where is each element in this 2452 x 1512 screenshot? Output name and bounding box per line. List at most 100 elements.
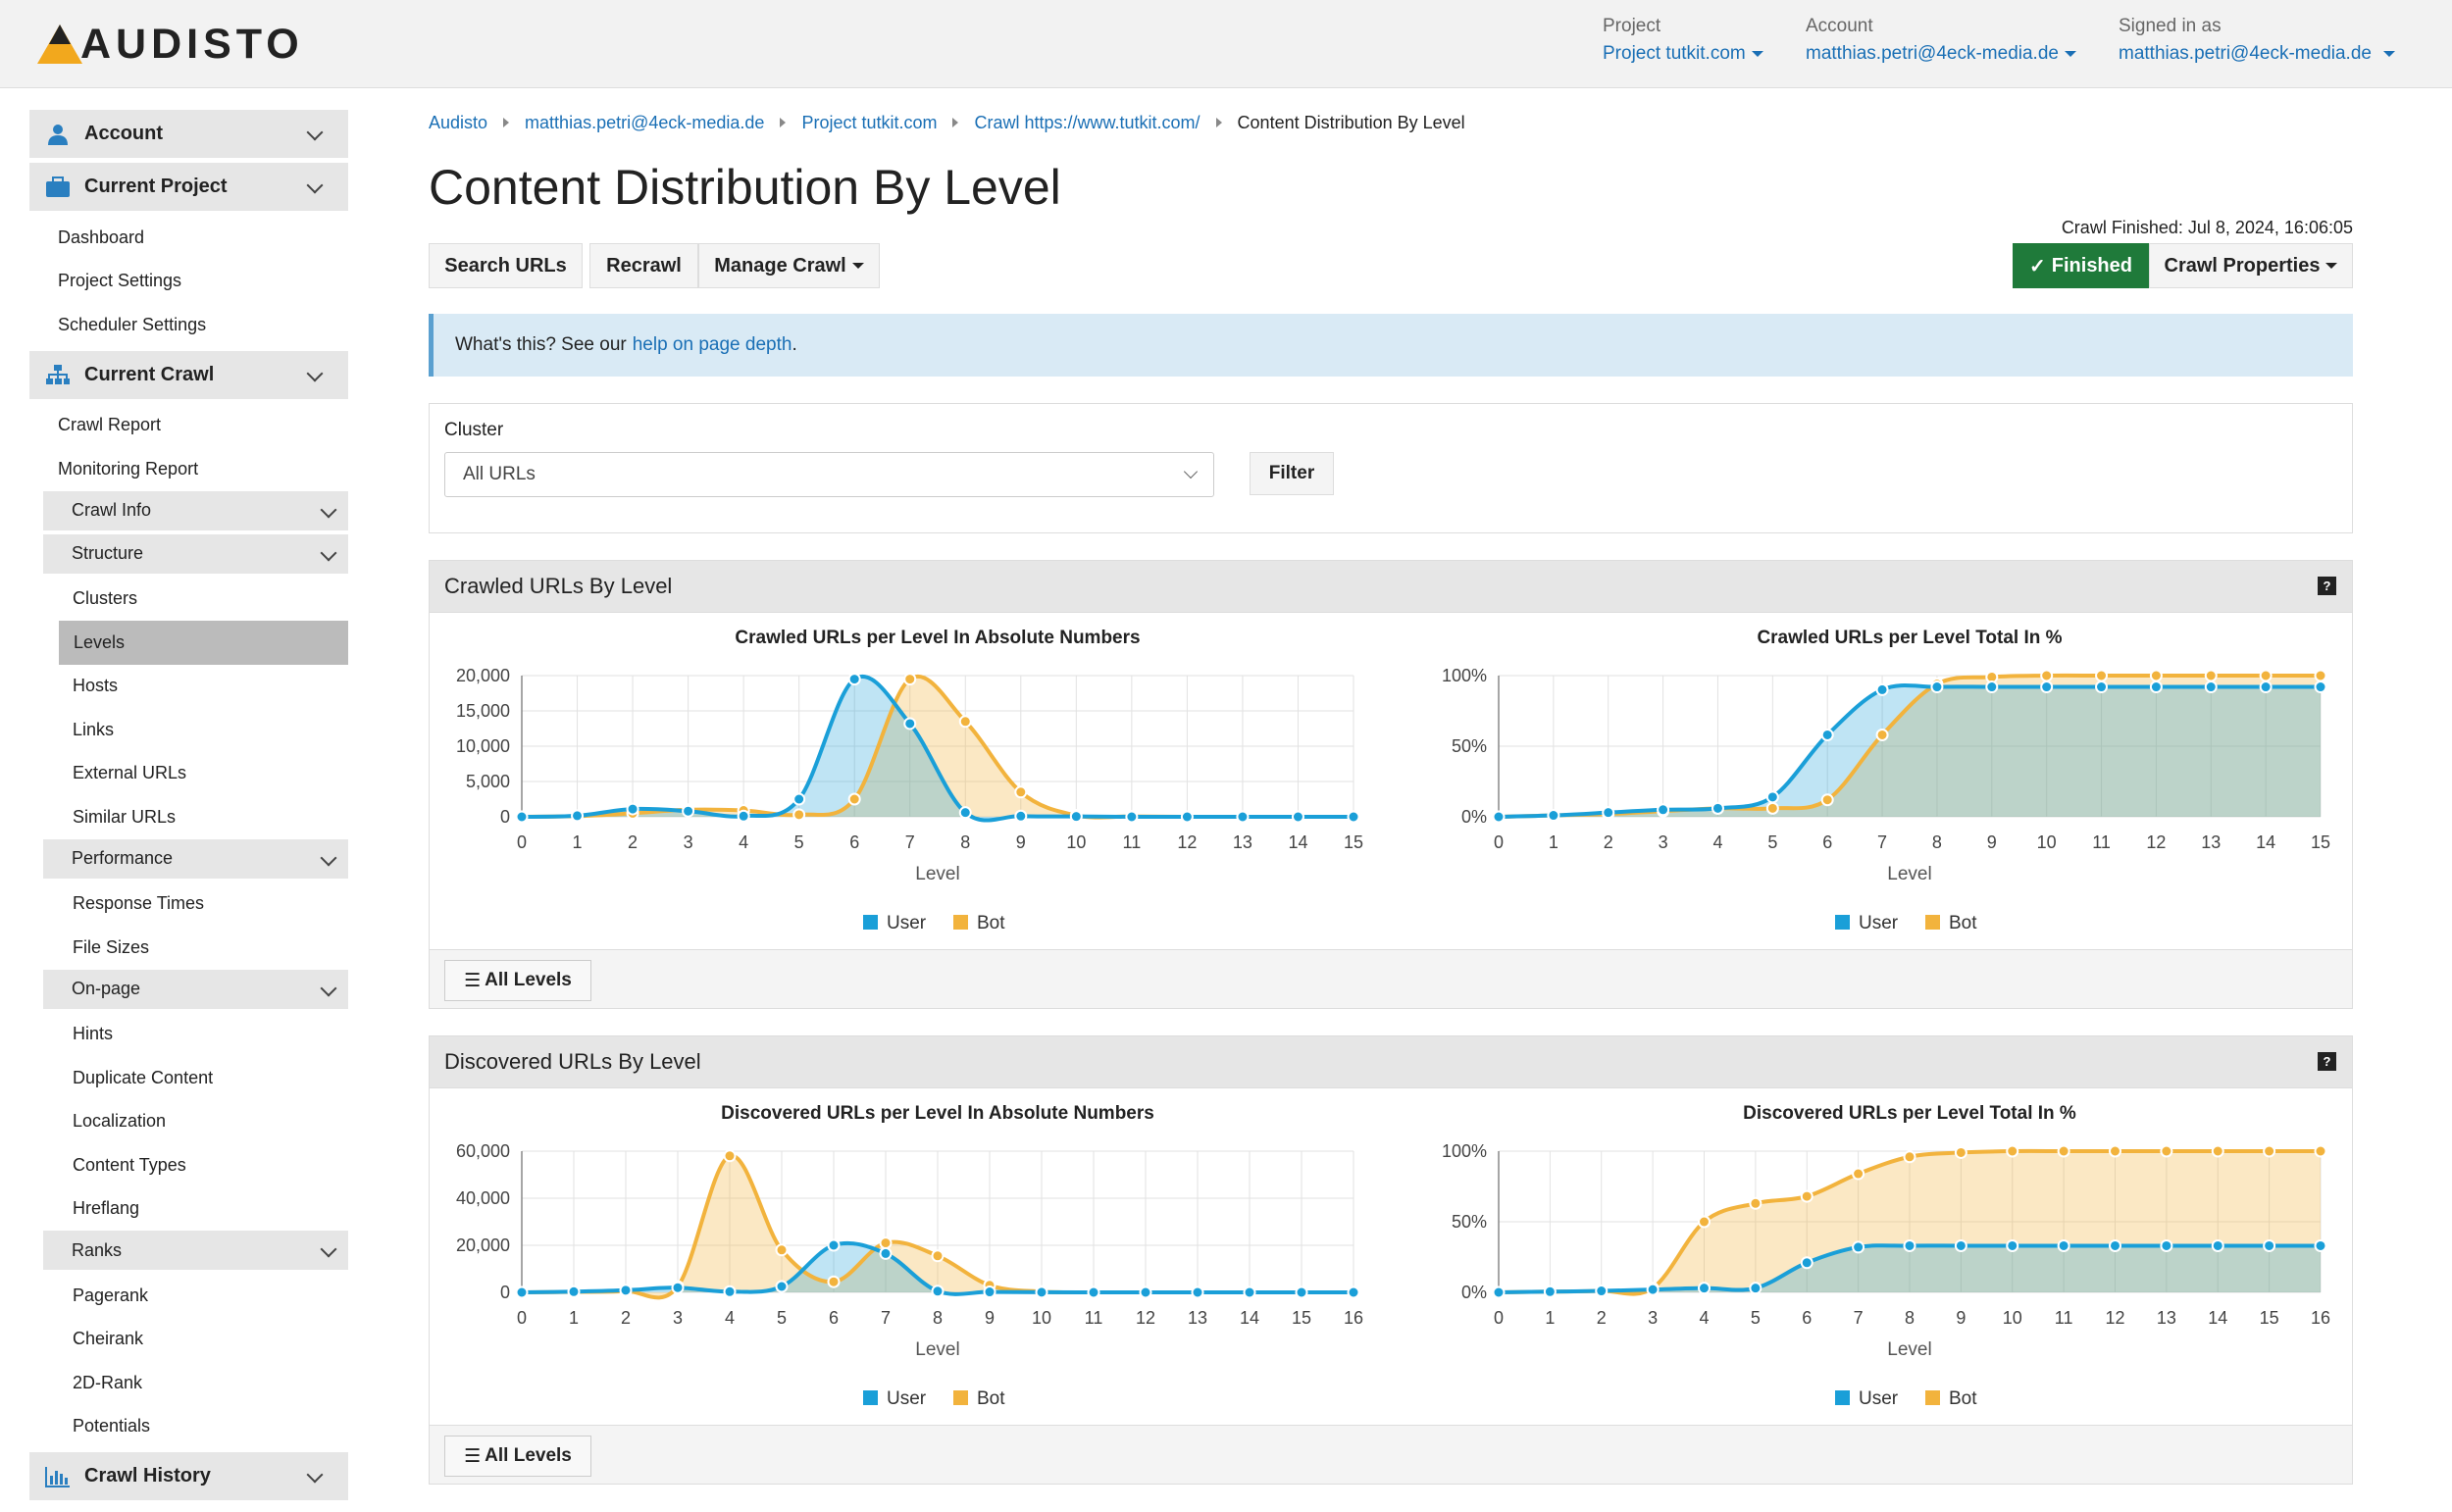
data-point-bot: [1749, 1196, 1762, 1210]
filter-button[interactable]: Filter: [1250, 452, 1334, 495]
x-tick-label: 8: [933, 1308, 943, 1328]
x-tick-label: 6: [849, 832, 859, 852]
x-tick-label: 8: [1932, 832, 1942, 852]
project-menu[interactable]: Project Project tutkit.com: [1603, 16, 1763, 65]
signed-in-value[interactable]: matthias.petri@4eck-media.de: [2119, 43, 2395, 65]
recrawl-button[interactable]: Recrawl: [589, 243, 698, 288]
chevron-down-icon: [306, 124, 324, 141]
sidebar-group-performance[interactable]: Performance: [43, 838, 348, 879]
sidebar-item-content-types[interactable]: Content Types: [73, 1154, 186, 1175]
data-point-bot: [2314, 669, 2327, 682]
data-point-user: [1930, 680, 1944, 694]
sidebar-item-similar-urls[interactable]: Similar URLs: [73, 806, 177, 827]
chevron-down-icon: [306, 176, 324, 194]
breadcrumb-crawl[interactable]: Crawl https://www.tutkit.com/: [974, 112, 1200, 132]
sidebar-item-pagerank[interactable]: Pagerank: [73, 1285, 149, 1305]
sidebar-item-file-sizes[interactable]: File Sizes: [73, 936, 150, 957]
data-point-bot: [1765, 801, 1779, 815]
data-point-bot: [1698, 1215, 1711, 1229]
data-point-user: [567, 1285, 581, 1298]
sidebar-section-label: Current Project: [84, 176, 228, 197]
sidebar-item-links[interactable]: Links: [73, 719, 115, 739]
data-point-user: [1492, 810, 1506, 824]
sidebar-section-current-crawl[interactable]: Current Crawl: [29, 350, 348, 400]
sidebar-item-project-settings[interactable]: Project Settings: [58, 271, 182, 291]
data-point-user: [1139, 1285, 1152, 1299]
y-tick-label: 60,000: [456, 1141, 510, 1161]
x-tick-label: 2: [1604, 832, 1613, 852]
manage-crawl-button[interactable]: Manage Crawl: [698, 243, 880, 288]
breadcrumb-project[interactable]: Project tutkit.com: [801, 112, 938, 132]
page-title: Content Distribution By Level: [429, 160, 1061, 215]
sidebar-section-account[interactable]: Account: [29, 110, 348, 159]
x-tick-label: 9: [1956, 1308, 1966, 1328]
audisto-logo[interactable]: AUDISTO: [35, 20, 304, 69]
top-bar: AUDISTO Project Project tutkit.com Accou…: [0, 0, 2452, 88]
crawl-properties-button[interactable]: Crawl Properties: [2149, 243, 2353, 288]
finished-status-button[interactable]: ✓ Finished: [2013, 243, 2149, 288]
sidebar-section-current-project[interactable]: Current Project: [29, 163, 348, 212]
chart-title: Crawled URLs per Level Total In %: [1757, 628, 2062, 648]
sidebar-item-potentials[interactable]: Potentials: [73, 1416, 151, 1436]
sidebar-group-on-page[interactable]: On-page: [43, 969, 348, 1009]
sidebar-item-levels[interactable]: Levels: [59, 621, 348, 665]
sidebar-item-monitoring-report[interactable]: Monitoring Report: [58, 458, 199, 479]
data-point-user: [775, 1280, 789, 1293]
sidebar-group-structure[interactable]: Structure: [43, 533, 348, 574]
x-tick-label: 7: [1854, 1308, 1864, 1328]
x-tick-label: 8: [1905, 1308, 1915, 1328]
data-point-bot: [1875, 728, 1889, 741]
sidebar-group-crawl-info[interactable]: Crawl Info: [43, 490, 348, 530]
sidebar-item-hints[interactable]: Hints: [73, 1024, 114, 1044]
sidebar-item-2d-rank[interactable]: 2D-Rank: [73, 1372, 143, 1392]
cluster-label: Cluster: [444, 420, 504, 440]
data-point-user: [1295, 1285, 1308, 1299]
sidebar-item-external-urls[interactable]: External URLs: [73, 763, 187, 783]
help-icon[interactable]: ?: [2318, 577, 2336, 595]
data-point-user: [2095, 680, 2109, 694]
sidebar-group-ranks[interactable]: Ranks: [43, 1231, 348, 1270]
sidebar-item-localization[interactable]: Localization: [73, 1111, 167, 1132]
data-point-user: [1954, 1238, 1967, 1252]
x-tick-label: 9: [1016, 832, 1026, 852]
list-icon: ☰: [464, 970, 482, 991]
help-page-depth-link[interactable]: help on page depth: [632, 334, 792, 355]
cluster-select[interactable]: All URLs: [444, 452, 1214, 497]
data-point-user: [1547, 809, 1560, 823]
signed-in-menu[interactable]: Signed in as matthias.petri@4eck-media.d…: [2119, 16, 2395, 65]
x-tick-label: 13: [1188, 1308, 1207, 1328]
data-point-bot: [879, 1236, 893, 1250]
legend-label: Bot: [1949, 913, 1977, 933]
series-area-user: [522, 676, 1354, 821]
account-menu-value[interactable]: matthias.petri@4eck-media.de: [1806, 43, 2076, 65]
sidebar-item-scheduler-settings[interactable]: Scheduler Settings: [58, 314, 207, 334]
sidebar-item-duplicate-content[interactable]: Duplicate Content: [73, 1067, 214, 1087]
sidebar-item-dashboard[interactable]: Dashboard: [58, 227, 145, 247]
sidebar-item-clusters[interactable]: Clusters: [73, 588, 138, 609]
sidebar-item-cheirank[interactable]: Cheirank: [73, 1329, 144, 1349]
sidebar-item-hosts[interactable]: Hosts: [73, 676, 119, 696]
search-urls-button[interactable]: Search URLs: [429, 243, 583, 288]
caret-down-icon: [2064, 50, 2076, 57]
x-axis-label: Level: [915, 864, 959, 884]
breadcrumb-audisto[interactable]: Audisto: [429, 112, 488, 132]
data-point-user: [2057, 1238, 2070, 1252]
data-point-user: [1657, 803, 1670, 817]
help-icon[interactable]: ?: [2318, 1052, 2336, 1071]
brand-name: AUDISTO: [80, 20, 304, 68]
account-menu[interactable]: Account matthias.petri@4eck-media.de: [1806, 16, 2076, 65]
bar-chart-icon: [45, 1466, 70, 1487]
data-point-bot: [1954, 1145, 1967, 1159]
breadcrumb-account[interactable]: matthias.petri@4eck-media.de: [525, 112, 765, 132]
sidebar-item-hreflang[interactable]: Hreflang: [73, 1198, 140, 1219]
all-levels-button[interactable]: ☰ All Levels: [444, 960, 591, 1001]
sidebar-item-response-times[interactable]: Response Times: [73, 893, 205, 914]
sidebar-item-crawl-report[interactable]: Crawl Report: [58, 415, 162, 435]
all-levels-button[interactable]: ☰ All Levels: [444, 1436, 591, 1477]
sidebar-section-crawl-history[interactable]: Crawl History: [29, 1452, 348, 1501]
project-menu-value[interactable]: Project tutkit.com: [1603, 43, 1763, 65]
logo-mark-icon: [37, 25, 82, 64]
data-point-user: [2259, 680, 2273, 694]
alert-text-end: .: [792, 334, 797, 355]
x-tick-label: 3: [684, 832, 693, 852]
